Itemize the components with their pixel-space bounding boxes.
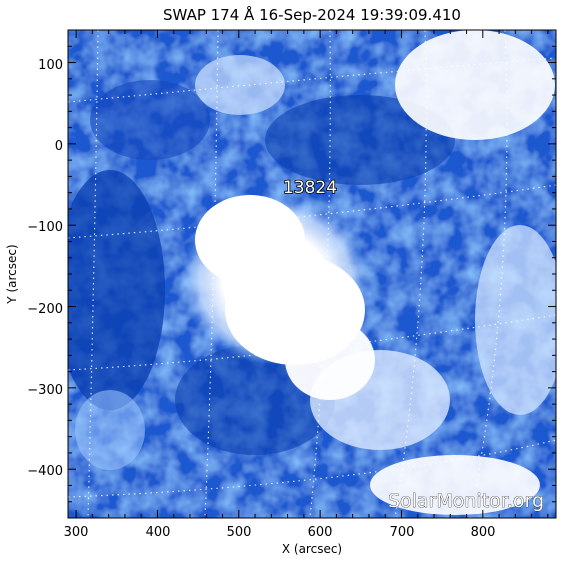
x-tick-label: 700 bbox=[390, 525, 415, 540]
y-tick-label: −200 bbox=[27, 302, 63, 317]
x-tick-label: 400 bbox=[146, 525, 171, 540]
y-tick-label: −300 bbox=[27, 383, 63, 398]
y-tick-label: 100 bbox=[38, 58, 63, 73]
coordinate-grid bbox=[68, 30, 556, 518]
x-tick-label: 300 bbox=[64, 525, 89, 540]
y-axis: 100 0 −100 −200 −300 −400 Y (arcsec) bbox=[5, 58, 63, 479]
solarmonitor-watermark: SolarMonitor.org bbox=[388, 490, 544, 512]
solar-image bbox=[68, 30, 556, 518]
x-tick-label: 800 bbox=[471, 525, 496, 540]
y-tick-label: 0 bbox=[55, 139, 63, 154]
plot-title: SWAP 174 Å 16-Sep-2024 19:39:09.410 bbox=[163, 5, 461, 24]
x-tick-label: 600 bbox=[308, 525, 333, 540]
x-axis-label: X (arcsec) bbox=[282, 542, 342, 556]
y-tick-label: −100 bbox=[27, 220, 63, 235]
y-axis-label: Y (arcsec) bbox=[5, 244, 19, 304]
tick-marks bbox=[68, 29, 556, 518]
active-region-label: 13824 bbox=[283, 178, 337, 198]
x-tick-label: 500 bbox=[227, 525, 252, 540]
y-tick-label: −400 bbox=[27, 464, 63, 479]
x-axis: 300 400 500 600 700 800 X (arcsec) bbox=[64, 525, 496, 556]
